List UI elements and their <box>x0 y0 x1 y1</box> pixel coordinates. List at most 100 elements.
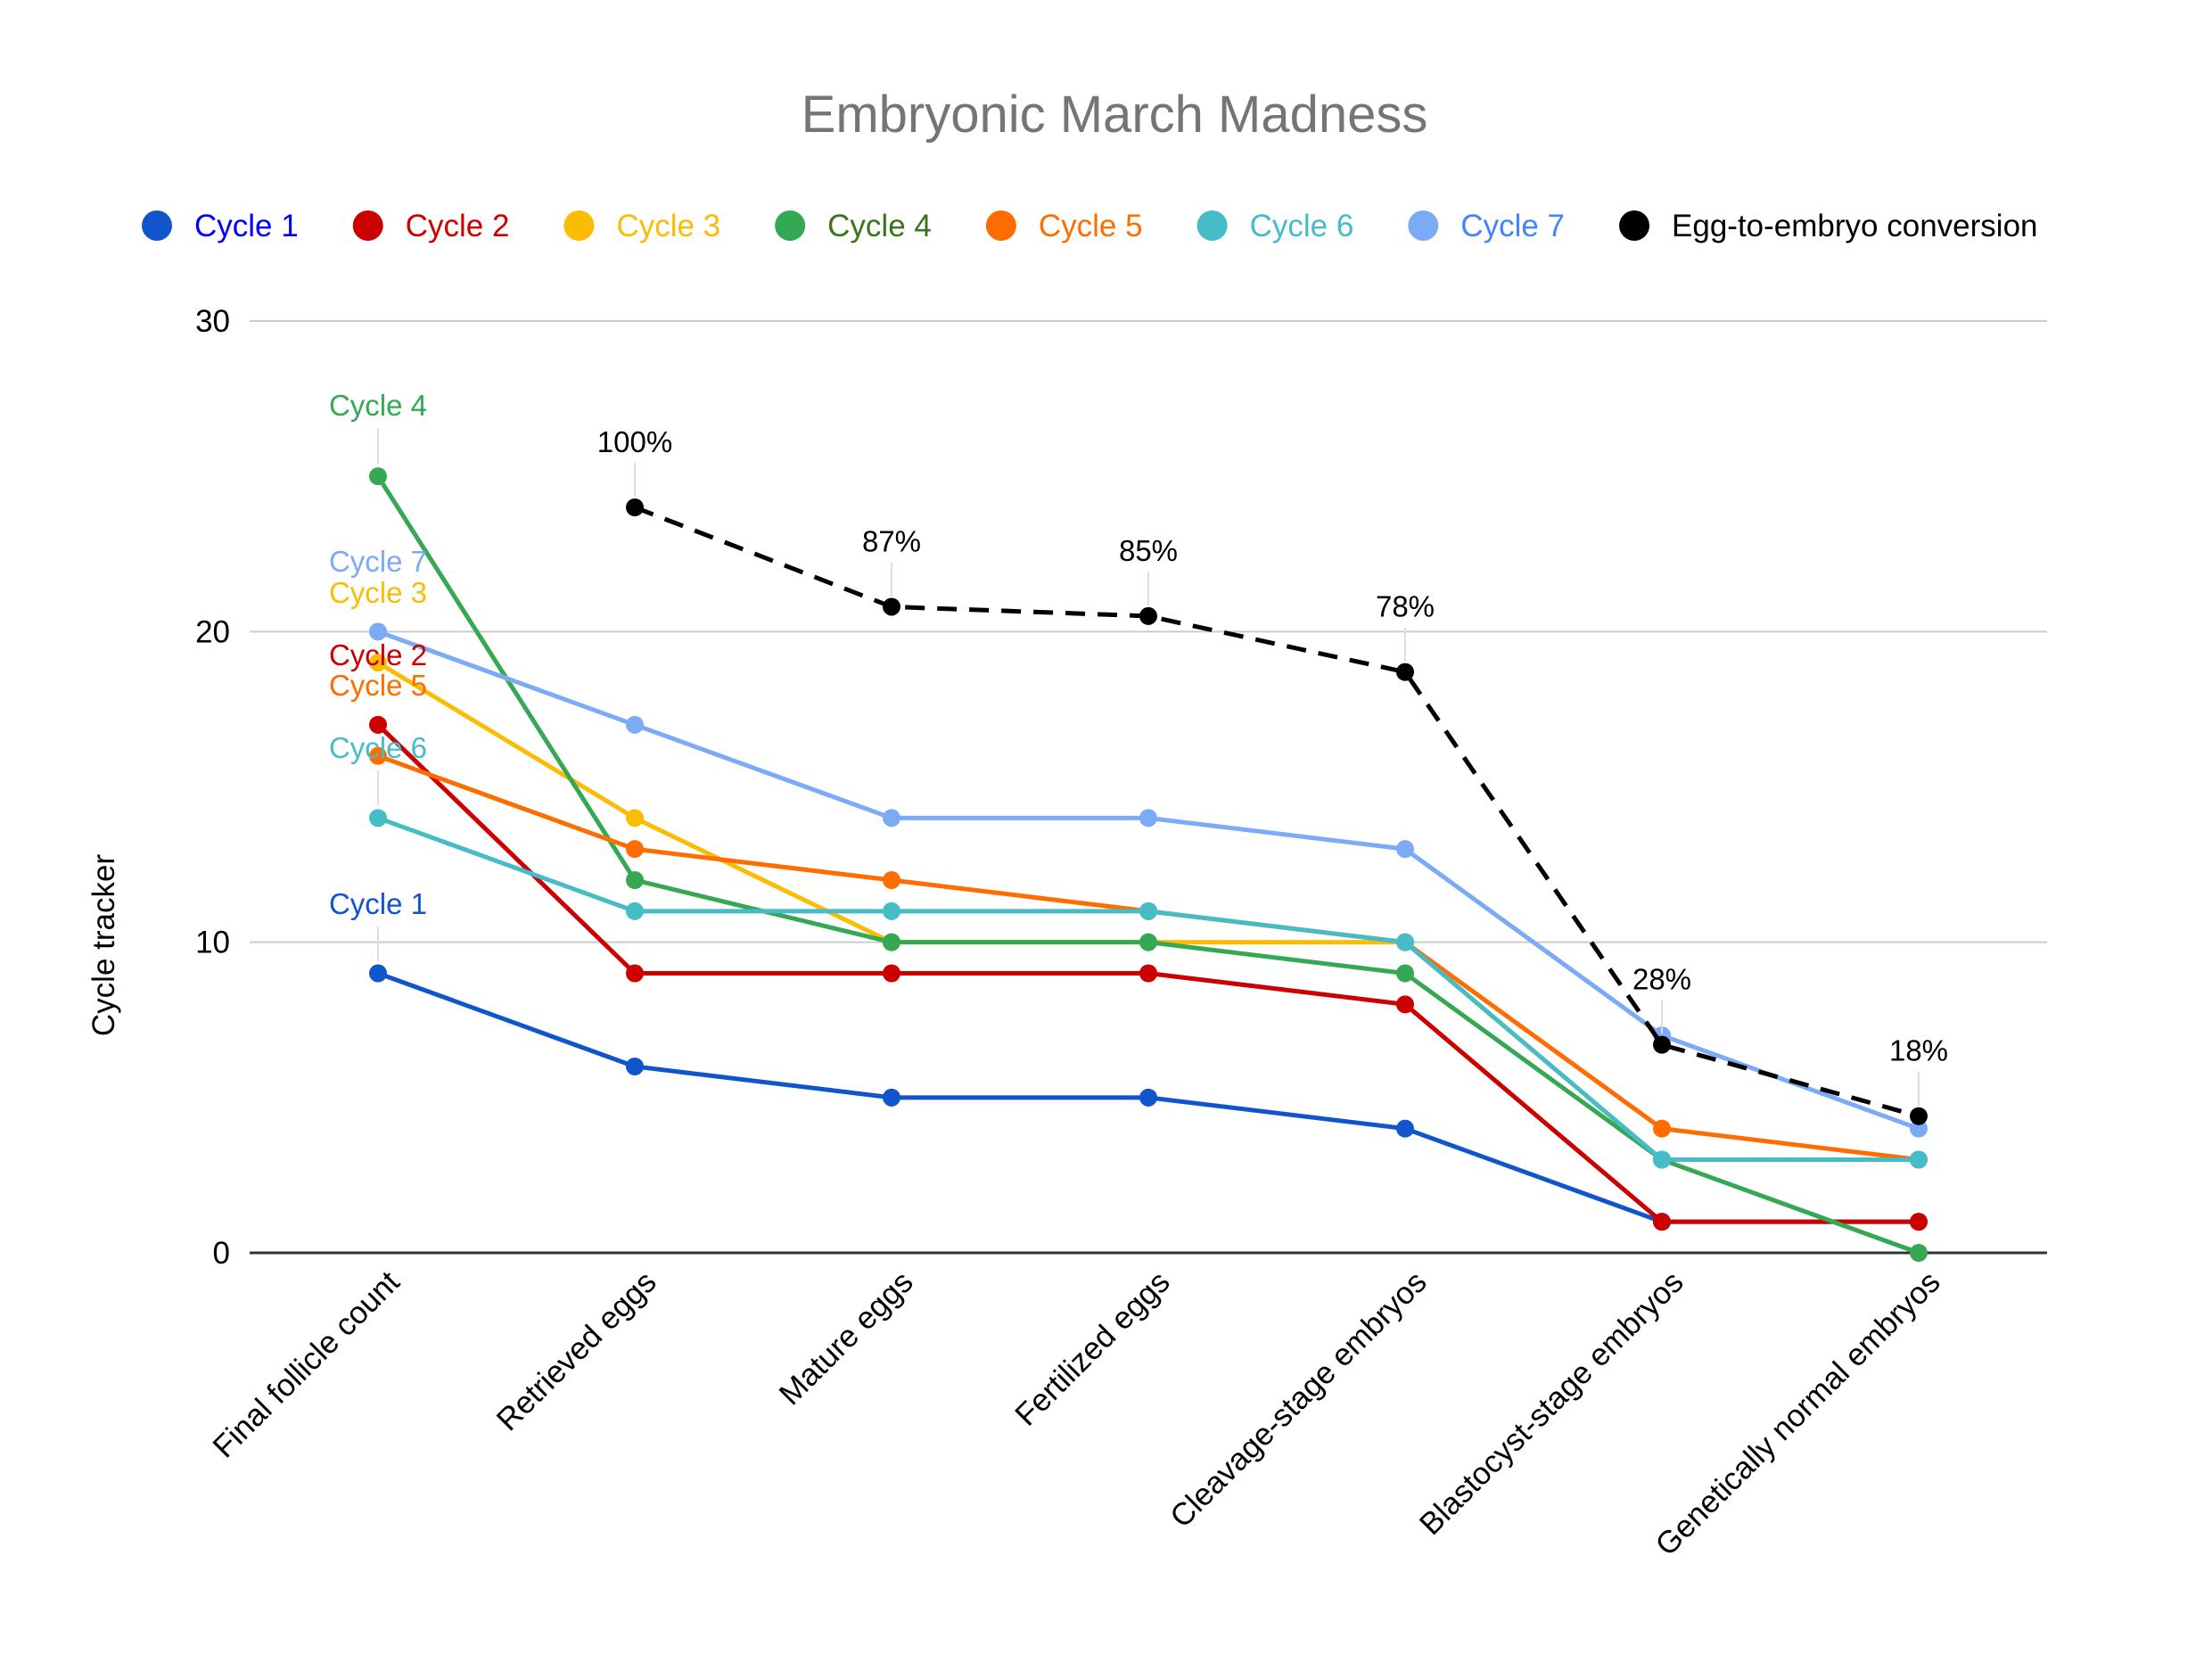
point-cycle-5-final-follicle-count <box>369 746 387 765</box>
point-egg-to-embryo-conversion-mature-eggs <box>883 597 900 616</box>
x-tick-label-fertilized-eggs: Fertilized eggs <box>1008 1264 1177 1433</box>
point-egg-to-embryo-conversion-genetically-normal-embryos <box>1910 1107 1928 1125</box>
series-group <box>369 467 1928 1262</box>
point-cycle-4-cleavage-stage-embryos <box>1396 964 1414 983</box>
point-cycle-4-final-follicle-count <box>369 467 387 486</box>
point-egg-to-embryo-conversion-cleavage-stage-embryos <box>1396 663 1414 681</box>
x-axis-ticks: Final follicle count Retrieved eggs Mature… <box>206 1264 1946 1562</box>
x-tick-label-final-follicle-count: Final follicle count <box>206 1264 406 1464</box>
point-cycle-6-mature-eggs <box>883 902 900 920</box>
y-tick-label: 20 <box>195 614 230 649</box>
point-cycle-1-cleavage-stage-embryos <box>1396 1119 1414 1138</box>
point-cycle-2-fertilized-eggs <box>1139 964 1157 983</box>
legend-label: Cycle 3 <box>616 209 720 243</box>
legend-item-cycle-2: Cycle 2 <box>352 209 510 243</box>
point-cycle-4-mature-eggs <box>883 933 900 951</box>
point-cycle-1-fertilized-eggs <box>1139 1088 1157 1107</box>
series-line-egg-to-embryo-conversion <box>634 505 1920 1119</box>
point-cycle-6-final-follicle-count <box>369 809 387 828</box>
point-cycle-4-genetically-normal-embryos <box>1910 1244 1928 1262</box>
legend-label: Cycle 5 <box>1039 209 1143 243</box>
point-cycle-6-fertilized-eggs <box>1139 902 1157 920</box>
legend-item-cycle-5: Cycle 5 <box>985 209 1143 243</box>
series-cycle-7 <box>369 622 1928 1138</box>
point-cycle-6-genetically-normal-embryos <box>1910 1150 1928 1169</box>
point-cycle-7-final-follicle-count <box>369 622 387 641</box>
point-cycle-7-retrieved-eggs <box>626 715 644 734</box>
point-egg-to-embryo-conversion-blastocyst-stage-embryos <box>1653 1035 1671 1054</box>
x-tick-label-genetically-normal-embryos: Genetically normal embryos <box>1649 1264 1946 1562</box>
point-cycle-2-blastocyst-stage-embryos <box>1653 1213 1671 1231</box>
legend-marker <box>1408 210 1439 241</box>
legend-marker <box>775 210 806 241</box>
point-cycle-5-retrieved-eggs <box>626 840 644 859</box>
chart-title: Embryonic March Madness <box>802 86 1428 144</box>
legend-label: Egg-to-embryo conversion <box>1672 209 2037 243</box>
series-label-cycle-5: Cycle 5 <box>329 669 427 702</box>
point-cycle-7-fertilized-eggs <box>1139 809 1157 828</box>
series-label-cycle-4: Cycle 4 <box>329 389 427 422</box>
point-cycle-1-final-follicle-count <box>369 964 387 983</box>
legend-marker <box>985 210 1016 241</box>
series-label-cycle-7: Cycle 7 <box>329 545 427 578</box>
point-cycle-2-retrieved-eggs <box>626 964 644 983</box>
legend: Cycle 1 Cycle 2 Cycle 3 Cycle 4 Cycle 5 Cycle… <box>142 209 2038 243</box>
point-cycle-7-cleavage-stage-embryos <box>1396 840 1414 859</box>
legend-item-cycle-1: Cycle 1 <box>142 209 299 243</box>
data-label: 85% <box>1119 534 1178 567</box>
point-cycle-3-final-follicle-count <box>369 654 387 672</box>
point-cycle-4-retrieved-eggs <box>626 871 644 889</box>
point-cycle-2-final-follicle-count <box>369 715 387 734</box>
y-tick-label: 0 <box>213 1236 230 1271</box>
y-axis-ticks: 0 10 20 30 <box>195 304 230 1271</box>
point-cycle-1-mature-eggs <box>883 1088 900 1107</box>
legend-marker <box>142 210 172 241</box>
legend-label: Cycle 4 <box>827 209 932 243</box>
data-label: 18% <box>1889 1034 1948 1067</box>
legend-marker <box>563 210 595 241</box>
x-tick-label-blastocyst-stage-embryos: Blastocyst-stage embryos <box>1413 1264 1690 1542</box>
x-tick-label-cleavage-stage-embryos: Cleavage-stage embryos <box>1164 1264 1434 1535</box>
data-label: 100% <box>597 425 672 458</box>
point-cycle-3-retrieved-eggs <box>626 809 644 828</box>
point-cycle-5-blastocyst-stage-embryos <box>1653 1119 1671 1138</box>
point-cycle-2-genetically-normal-embryos <box>1910 1213 1928 1231</box>
y-tick-label: 10 <box>195 926 230 960</box>
x-tick-label-retrieved-eggs: Retrieved eggs <box>490 1264 663 1437</box>
y-axis-label: Cycle tracker <box>86 854 121 1037</box>
series-label-cycle-1: Cycle 1 <box>329 887 427 920</box>
point-cycle-7-mature-eggs <box>883 809 900 828</box>
data-label: 87% <box>862 524 921 557</box>
legend-item-cycle-7: Cycle 7 <box>1408 209 1565 243</box>
series-cycle-1 <box>369 964 1928 1231</box>
legend-item-cycle-6: Cycle 6 <box>1196 209 1354 243</box>
data-label: 28% <box>1632 963 1691 996</box>
legend-marker <box>352 210 383 241</box>
legend-item-egg-to-embryo-conversion: Egg-to-embryo conversion <box>1619 209 2038 243</box>
legend-label: Cycle 2 <box>406 209 510 243</box>
legend-label: Cycle 6 <box>1250 209 1354 243</box>
y-tick-label: 30 <box>195 304 230 339</box>
legend-item-cycle-4: Cycle 4 <box>775 209 932 243</box>
legend-marker <box>1619 210 1650 241</box>
point-cycle-2-mature-eggs <box>883 964 900 983</box>
point-cycle-5-mature-eggs <box>883 871 900 889</box>
series-label-cycle-6: Cycle 6 <box>329 731 427 764</box>
x-tick-label-mature-eggs: Mature eggs <box>773 1264 920 1412</box>
point-cycle-2-cleavage-stage-embryos <box>1396 995 1414 1014</box>
point-egg-to-embryo-conversion-retrieved-eggs <box>626 498 644 516</box>
point-egg-to-embryo-conversion-fertilized-eggs <box>1139 606 1157 625</box>
gridlines <box>250 320 2047 1255</box>
point-cycle-7-genetically-normal-embryos <box>1910 1119 1928 1138</box>
data-label: 78% <box>1376 590 1435 623</box>
legend-marker <box>1196 210 1228 241</box>
series-egg-to-embryo-conversion <box>626 498 1928 1125</box>
series-cycle-2 <box>369 715 1928 1231</box>
point-cycle-6-cleavage-stage-embryos <box>1396 933 1414 951</box>
legend-item-cycle-3: Cycle 3 <box>563 209 720 243</box>
point-cycle-4-fertilized-eggs <box>1139 933 1157 951</box>
point-cycle-6-retrieved-eggs <box>626 902 644 920</box>
point-cycle-6-blastocyst-stage-embryos <box>1653 1150 1671 1169</box>
